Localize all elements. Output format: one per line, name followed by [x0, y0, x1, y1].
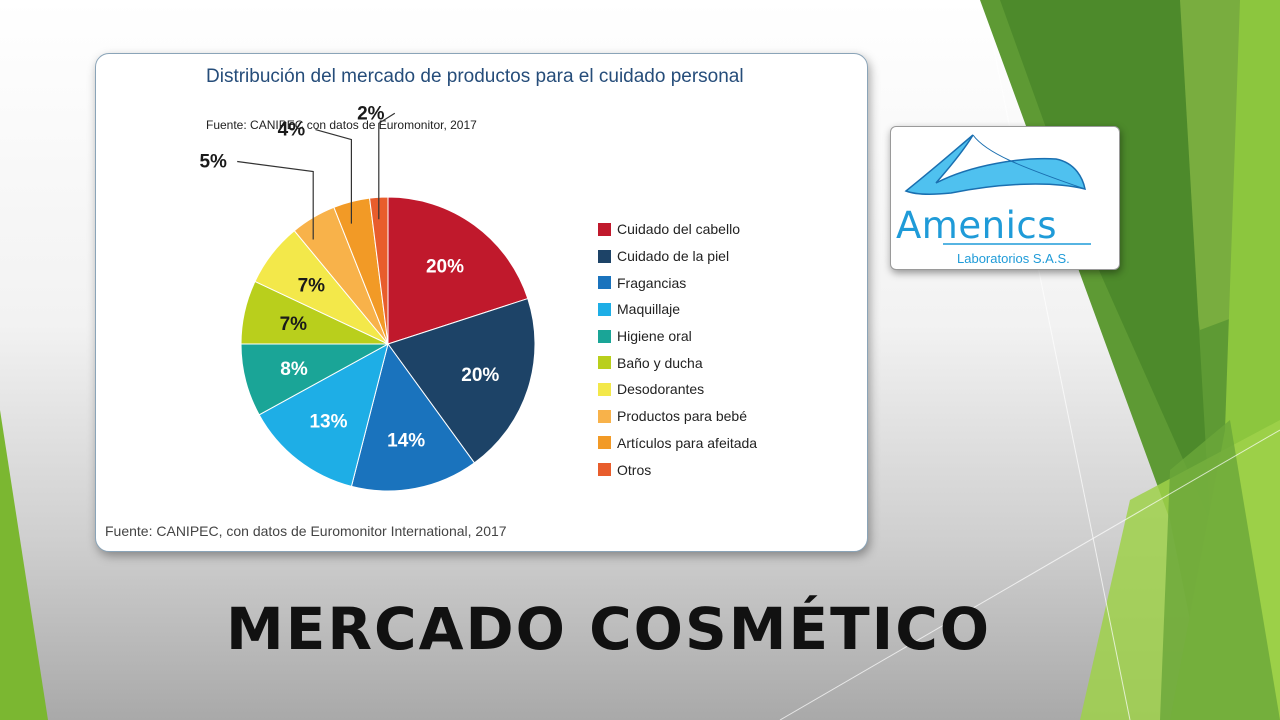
legend-label: Productos para bebé: [617, 408, 747, 425]
slice-label-6: 7%: [280, 314, 308, 335]
legend-label: Artículos para afeitada: [617, 434, 758, 451]
legend-swatch: [598, 436, 611, 450]
logo-brand-name: Amenics: [896, 204, 1057, 247]
legend-item: Otros: [598, 456, 757, 483]
slice-label-8: 5%: [199, 152, 227, 173]
slice-label-9: 4%: [278, 120, 306, 141]
legend-item: Fragancias: [598, 269, 757, 296]
chart-subtitle: Fuente: CANIPEC con datos de Euromonitor…: [206, 118, 477, 132]
slice-label-2: 20%: [461, 365, 499, 386]
pie-slice-2: [387, 297, 536, 464]
legend-swatch: [598, 382, 611, 396]
leader-line-8: [237, 160, 314, 240]
legend-label: Cuidado del cabello: [617, 221, 740, 238]
slice-label-4: 13%: [309, 412, 347, 433]
company-logo: Amenics Laboratorios S.A.S.: [890, 126, 1120, 270]
legend-item: Higiene oral: [598, 323, 757, 350]
logo-subtitle: Laboratorios S.A.S.: [957, 251, 1070, 266]
leader-line-9: [315, 129, 352, 224]
legend-swatch: [598, 409, 611, 423]
pie-chart: 20% 20% 14% 13% 8% 7% 7% 5% 4% 2%: [199, 103, 536, 492]
legend-item: Maquillaje: [598, 296, 757, 323]
legend-item: Cuidado de la piel: [598, 243, 757, 270]
legend-swatch: [598, 276, 611, 290]
chart-title: Distribución del mercado de productos pa…: [206, 66, 744, 87]
slide-title: MERCADO COSMÉTICO: [226, 595, 992, 663]
legend-label: Baño y ducha: [617, 354, 703, 371]
legend-label: Otros: [617, 461, 652, 478]
thin-line-2: [779, 429, 1280, 720]
slice-label-1: 20%: [426, 257, 464, 278]
legend-item: Productos para bebé: [598, 403, 757, 430]
legend-label: Higiene oral: [617, 328, 692, 345]
chart-legend: Cuidado del cabello Cuidado de la piel Fra…: [598, 216, 757, 483]
legend-swatch: [598, 329, 611, 343]
leader-line-10: [378, 112, 396, 220]
slice-label-5: 8%: [280, 359, 308, 380]
legend-swatch: [598, 463, 611, 477]
logo-swoosh-icon: [904, 134, 1091, 245]
legend-swatch: [598, 249, 611, 263]
pie-slice-4: [258, 343, 389, 487]
legend-label: Cuidado de la piel: [617, 248, 730, 265]
chart-footer-source: Fuente: CANIPEC, con datos de Euromonito…: [105, 523, 507, 539]
green-shape-bottom-dark: [1160, 420, 1280, 720]
pie-slice-3: [350, 342, 476, 492]
legend-label: Desodorantes: [617, 381, 705, 398]
slice-label-7: 7%: [298, 276, 326, 297]
slice-label-10: 2%: [357, 103, 385, 124]
slice-label-3: 14%: [387, 430, 425, 451]
legend-label: Fragancias: [617, 274, 687, 291]
legend-item: Baño y ducha: [598, 349, 757, 376]
legend-swatch: [598, 356, 611, 370]
legend-item: Cuidado del cabello: [598, 216, 757, 243]
chart-card: Distribución del mercado de productos pa…: [95, 53, 868, 552]
green-shape-left: [0, 410, 48, 720]
legend-item: Desodorantes: [598, 376, 757, 403]
legend-swatch: [598, 302, 611, 316]
legend-label: Maquillaje: [617, 301, 681, 318]
legend-swatch: [598, 222, 611, 236]
legend-item: Artículos para afeitada: [598, 430, 757, 457]
pie-slice-1: [387, 196, 529, 345]
